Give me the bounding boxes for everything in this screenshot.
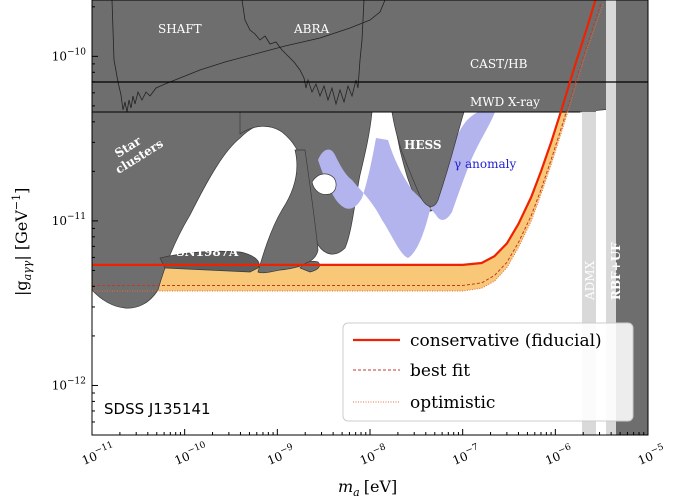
y-axis: 10−10 10−11 10−12 [52,6,98,436]
abra-curve [241,0,365,106]
x-tick-label-3: 10−8 [357,442,390,468]
series-layer [92,0,604,292]
label-shaft: SHAFT [158,22,202,36]
label-fermi: Fermi [248,188,288,202]
y-axis-label-main: |g [12,280,31,296]
label-mwd-xray: MWD X-ray [470,95,540,109]
label-rbf-uf: RBF+UF [609,242,623,300]
fermi-hole [311,173,337,195]
fermi-inner-region [257,149,319,274]
x-axis-label: ma [eV] [338,477,397,498]
legend-label-optimistic: optimistic [410,393,495,413]
x-tick-label-2: 10−9 [264,442,297,468]
y-axis-label-exp: −1 [10,194,23,210]
label-admx: ADMX [583,260,597,301]
series-line-conservative [92,0,597,266]
fermi-region [239,111,373,255]
series-line-optimistic [92,3,604,292]
x-axis-label-sub: a [353,486,360,498]
x-tick-label-4: 10−7 [450,442,483,468]
x-axis-label-main: m [338,477,353,496]
y-tick-label-0: 10−10 [52,47,87,63]
gamma-anomaly-region [318,112,495,258]
x-axis-label-unit: [eV] [364,477,398,496]
sn1987a-region [159,250,260,273]
x-tick-label-0: 10−11 [79,440,117,468]
legend-label-conservative: conservative (fiducial) [410,331,602,351]
object-label: SDSS J135141 [104,400,211,418]
legend-box [342,322,634,422]
label-cast-hb: CAST/HB [470,57,528,71]
star-clusters-region [92,111,263,309]
series-line-best [92,3,602,286]
x-tick-label-1: 10−10 [172,440,210,468]
x-tick-label-6: 10−5 [635,442,668,468]
label-sn1987a: SN1987A [176,245,239,259]
rbf-uf-region [606,0,616,435]
y-axis-label-close: ] [12,188,31,194]
hess-overlay [391,111,465,207]
y-tick-label-2: 10−12 [52,376,86,392]
y-tick-label-1: 10−11 [52,212,86,228]
legend: conservative (fiducial) best fit optimis… [342,322,634,422]
x-axis: 10−11 10−10 10−9 10−8 10−7 10−6 10−5 [79,429,668,468]
y-axis-label: |gaγγ| [GeV−1] [10,188,34,296]
cast-hb-region [92,0,648,82]
legend-label-best-fit: best fit [410,361,470,381]
label-gamma-anomaly: γ anomaly [454,157,516,171]
label-hess: HESS [404,138,442,152]
x-tick-label-5: 10−6 [542,442,575,468]
y-axis-label-sub: aγγ [21,260,34,280]
label-abra: ABRA [293,22,330,36]
shaft-curve [111,0,386,113]
y-axis-label-unit: | [GeV [12,210,31,261]
